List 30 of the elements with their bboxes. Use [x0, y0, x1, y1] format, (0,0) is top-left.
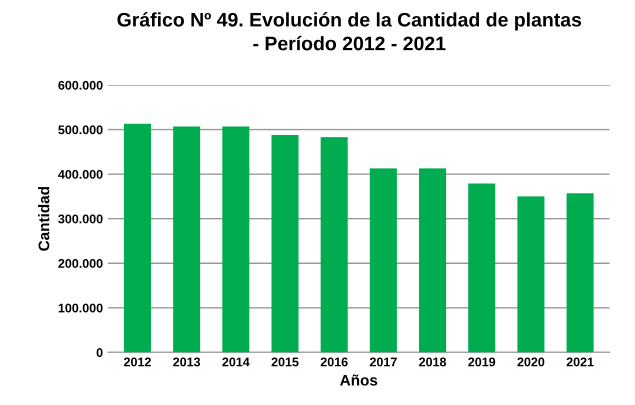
x-tick-label: 2015: [272, 358, 299, 366]
x-tick-label: 2019: [468, 358, 496, 366]
bar: [124, 124, 151, 352]
y-tick-label: 300.000: [58, 214, 103, 224]
x-tick-label: 2014: [222, 358, 250, 366]
y-tick-label: 400.000: [58, 170, 103, 179]
y-tick-label: 100.000: [58, 304, 103, 312]
x-tick-label: 2012: [124, 358, 151, 366]
bar: [173, 126, 200, 352]
x-tick-label: 2016: [320, 358, 348, 366]
y-tick-label: 600.000: [58, 80, 103, 90]
x-tick-label: 2013: [173, 358, 200, 366]
bar: [468, 184, 496, 352]
bar: [320, 137, 348, 352]
x-tick-label: 2020: [517, 358, 544, 366]
x-tick-label: 2021: [566, 358, 594, 366]
y-tick-label: 500.000: [58, 125, 103, 134]
y-tick-label: 200.000: [58, 259, 103, 268]
bar: [222, 126, 250, 352]
bar: [370, 168, 397, 352]
bar: [419, 168, 446, 352]
y-axis-title: Cantidad: [38, 187, 50, 251]
bar: [566, 193, 594, 352]
x-axis-title: Años: [340, 374, 378, 386]
x-tick-label: 2018: [419, 358, 446, 366]
x-tick-label: 2017: [370, 358, 397, 366]
chart-title: Gráfico Nº 49. Evolución de la Cantidad de plantas - Período 2012 - 2021: [117, 12, 582, 50]
bar: [517, 196, 544, 352]
bar: [271, 134, 299, 352]
y-tick-label: 0: [96, 348, 103, 357]
